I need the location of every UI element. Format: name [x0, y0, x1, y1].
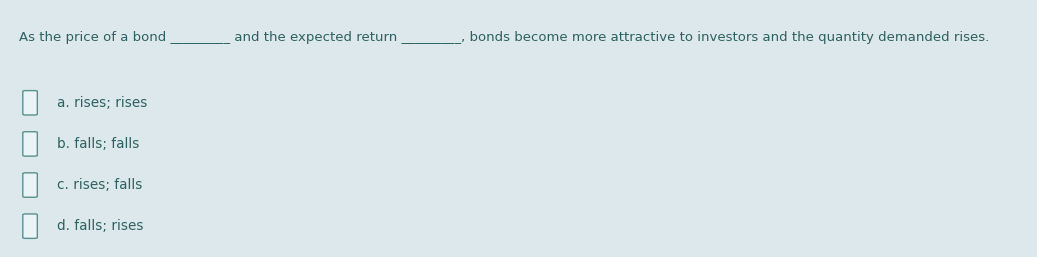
- Text: b. falls; falls: b. falls; falls: [57, 137, 139, 151]
- Text: As the price of a bond _________ and the expected return _________, bonds become: As the price of a bond _________ and the…: [19, 31, 989, 44]
- FancyBboxPatch shape: [23, 214, 37, 238]
- FancyBboxPatch shape: [23, 132, 37, 156]
- FancyBboxPatch shape: [23, 91, 37, 115]
- Text: a. rises; rises: a. rises; rises: [57, 96, 147, 110]
- Text: d. falls; rises: d. falls; rises: [57, 219, 143, 233]
- FancyBboxPatch shape: [23, 173, 37, 197]
- Text: c. rises; falls: c. rises; falls: [57, 178, 142, 192]
